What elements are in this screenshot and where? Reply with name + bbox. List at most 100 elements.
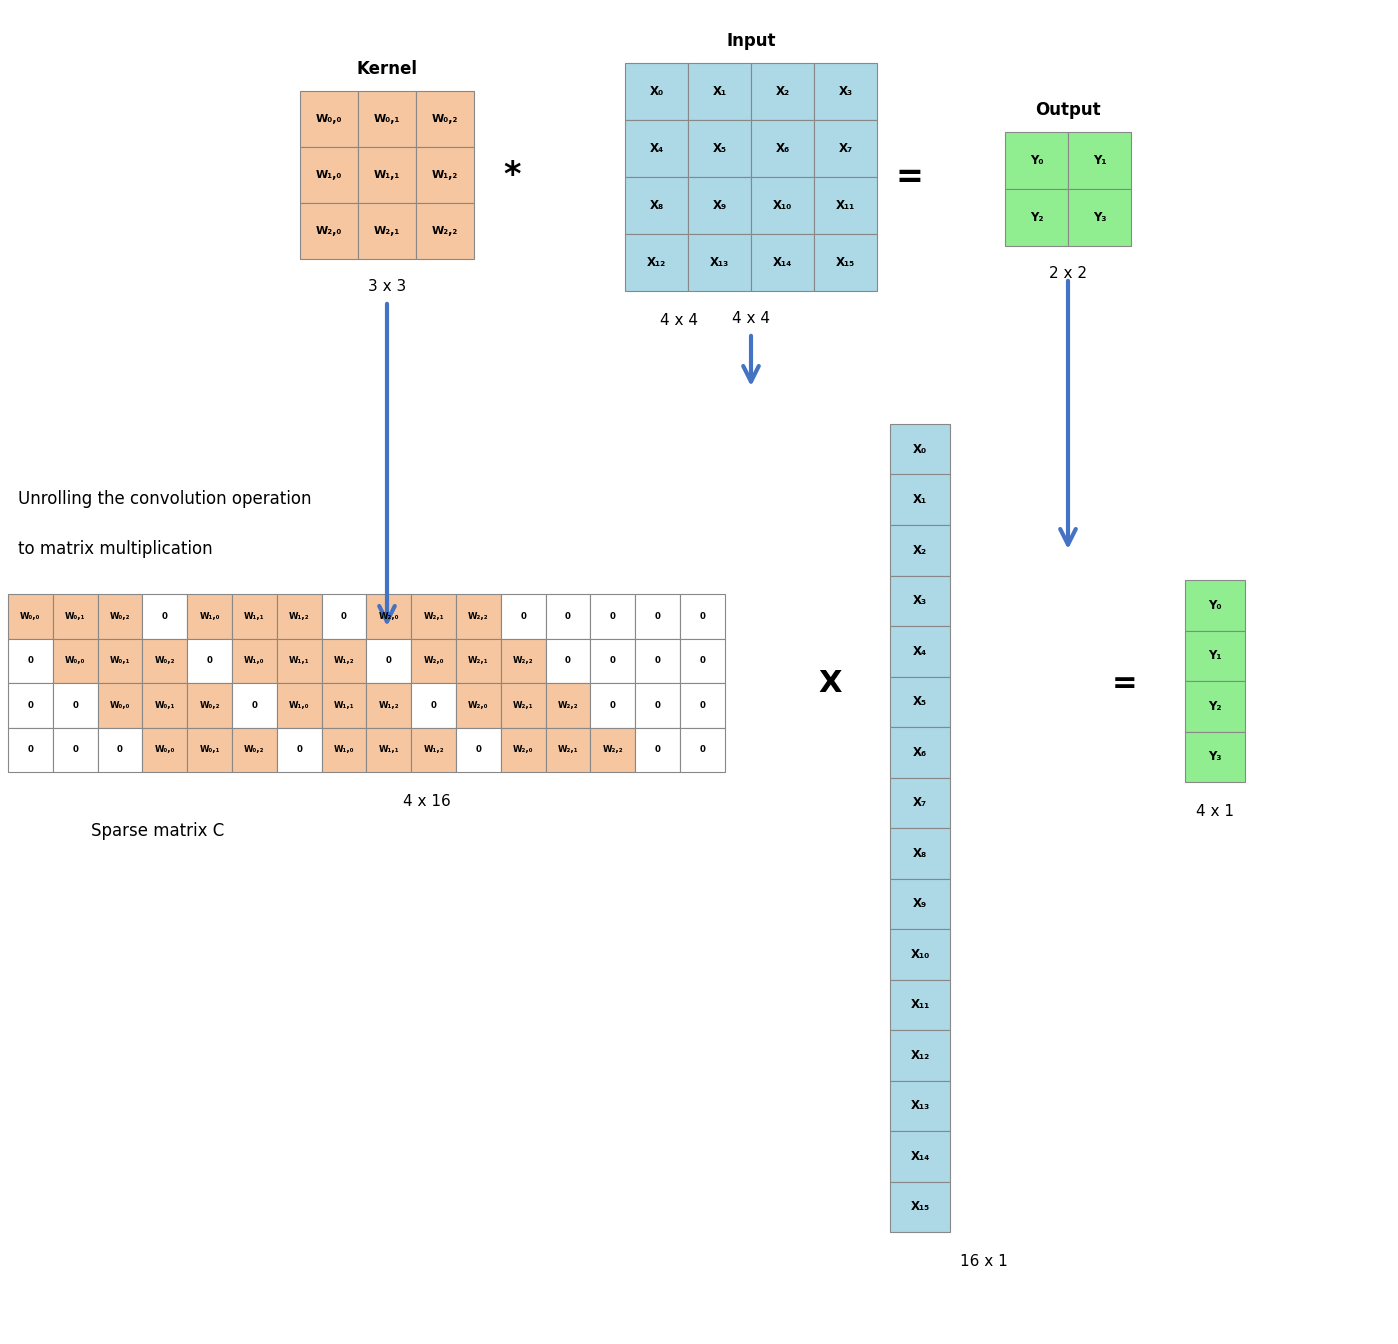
Text: Y₂: Y₂ xyxy=(1030,211,1043,224)
Text: W₁,₁: W₁,₁ xyxy=(373,169,400,180)
Text: W₀,₀: W₀,₀ xyxy=(110,700,130,710)
Text: W₁,₀: W₁,₀ xyxy=(245,656,264,665)
Text: 0: 0 xyxy=(565,612,570,621)
Text: 0: 0 xyxy=(431,700,436,710)
Text: 4 x 1: 4 x 1 xyxy=(1197,804,1234,818)
Text: Y₁: Y₁ xyxy=(1093,155,1106,167)
Text: X₆: X₆ xyxy=(776,142,790,155)
Text: 0: 0 xyxy=(654,700,660,710)
Text: 0: 0 xyxy=(386,656,391,665)
Text: 4 x 16: 4 x 16 xyxy=(403,794,450,809)
FancyBboxPatch shape xyxy=(98,594,143,638)
Text: 4 x 4: 4 x 4 xyxy=(660,313,698,328)
Text: W₂,₀: W₂,₀ xyxy=(379,612,398,621)
FancyBboxPatch shape xyxy=(187,638,232,683)
FancyBboxPatch shape xyxy=(366,638,411,683)
FancyBboxPatch shape xyxy=(625,177,688,234)
FancyBboxPatch shape xyxy=(688,120,751,177)
FancyBboxPatch shape xyxy=(688,177,751,234)
FancyBboxPatch shape xyxy=(8,594,53,638)
Text: X₆: X₆ xyxy=(913,746,927,759)
Text: W₁,₀: W₁,₀ xyxy=(334,746,354,754)
FancyBboxPatch shape xyxy=(545,683,590,727)
FancyBboxPatch shape xyxy=(1005,132,1068,190)
FancyBboxPatch shape xyxy=(277,727,322,771)
Text: 16 x 1: 16 x 1 xyxy=(960,1254,1008,1269)
FancyBboxPatch shape xyxy=(891,1132,951,1181)
Text: 0: 0 xyxy=(699,612,706,621)
Text: W₀,₀: W₀,₀ xyxy=(20,612,41,621)
Text: X₁₅: X₁₅ xyxy=(910,1200,930,1214)
Text: W₂,₀: W₂,₀ xyxy=(316,226,343,237)
Text: Y₃: Y₃ xyxy=(1208,750,1222,763)
FancyBboxPatch shape xyxy=(679,638,724,683)
FancyBboxPatch shape xyxy=(1068,190,1131,246)
FancyBboxPatch shape xyxy=(322,727,366,771)
FancyBboxPatch shape xyxy=(98,638,143,683)
FancyBboxPatch shape xyxy=(625,120,688,177)
Text: W₀,₀: W₀,₀ xyxy=(66,656,85,665)
Text: X₅: X₅ xyxy=(713,142,727,155)
Text: 0: 0 xyxy=(654,612,660,621)
Text: 0: 0 xyxy=(117,746,123,754)
Text: W₀,₁: W₀,₁ xyxy=(155,700,175,710)
Text: 0: 0 xyxy=(565,656,570,665)
FancyBboxPatch shape xyxy=(1186,630,1246,681)
FancyBboxPatch shape xyxy=(891,1030,951,1081)
FancyBboxPatch shape xyxy=(187,727,232,771)
Text: W₂,₁: W₂,₁ xyxy=(424,612,445,621)
Text: W₂,₁: W₂,₁ xyxy=(373,226,400,237)
FancyBboxPatch shape xyxy=(366,594,411,638)
Text: W₀,₂: W₀,₂ xyxy=(110,612,130,621)
FancyBboxPatch shape xyxy=(891,828,951,879)
FancyBboxPatch shape xyxy=(814,234,877,292)
Text: W₁,₂: W₁,₂ xyxy=(432,169,459,180)
FancyBboxPatch shape xyxy=(751,63,814,120)
FancyBboxPatch shape xyxy=(322,638,366,683)
FancyBboxPatch shape xyxy=(456,683,500,727)
Text: W₁,₂: W₁,₂ xyxy=(289,612,309,621)
Text: X₁₁: X₁₁ xyxy=(836,199,856,212)
Text: Input: Input xyxy=(726,32,776,50)
Text: X₁₀: X₁₀ xyxy=(910,948,930,961)
Text: W₁,₀: W₁,₀ xyxy=(316,169,343,180)
FancyBboxPatch shape xyxy=(187,594,232,638)
FancyBboxPatch shape xyxy=(1186,681,1246,731)
Text: 0: 0 xyxy=(296,746,302,754)
FancyBboxPatch shape xyxy=(143,727,187,771)
FancyBboxPatch shape xyxy=(358,91,417,146)
Text: Output: Output xyxy=(1035,101,1100,120)
FancyBboxPatch shape xyxy=(679,727,724,771)
Text: X₁₅: X₁₅ xyxy=(836,255,856,269)
Text: W₂,₁: W₂,₁ xyxy=(513,700,534,710)
Text: W₀,₂: W₀,₂ xyxy=(200,700,219,710)
FancyBboxPatch shape xyxy=(53,727,98,771)
FancyBboxPatch shape xyxy=(688,234,751,292)
FancyBboxPatch shape xyxy=(891,1181,951,1232)
FancyBboxPatch shape xyxy=(891,626,951,676)
Text: 0: 0 xyxy=(520,612,526,621)
Text: X₀: X₀ xyxy=(650,85,664,98)
FancyBboxPatch shape xyxy=(1186,731,1246,782)
Text: W₂,₂: W₂,₂ xyxy=(432,226,459,237)
FancyBboxPatch shape xyxy=(590,727,635,771)
FancyBboxPatch shape xyxy=(301,146,358,203)
Text: X₈: X₈ xyxy=(650,199,664,212)
FancyBboxPatch shape xyxy=(143,683,187,727)
Text: X₄: X₄ xyxy=(650,142,664,155)
FancyBboxPatch shape xyxy=(411,727,456,771)
FancyBboxPatch shape xyxy=(1068,132,1131,190)
Text: W₂,₂: W₂,₂ xyxy=(558,700,579,710)
FancyBboxPatch shape xyxy=(411,594,456,638)
Text: Y₀: Y₀ xyxy=(1208,598,1222,612)
FancyBboxPatch shape xyxy=(891,676,951,727)
FancyBboxPatch shape xyxy=(891,474,951,526)
FancyBboxPatch shape xyxy=(751,120,814,177)
Text: 0: 0 xyxy=(699,746,706,754)
Text: 0: 0 xyxy=(610,612,615,621)
FancyBboxPatch shape xyxy=(545,638,590,683)
Text: X₇: X₇ xyxy=(839,142,853,155)
FancyBboxPatch shape xyxy=(411,638,456,683)
Text: 0: 0 xyxy=(28,656,34,665)
FancyBboxPatch shape xyxy=(545,727,590,771)
